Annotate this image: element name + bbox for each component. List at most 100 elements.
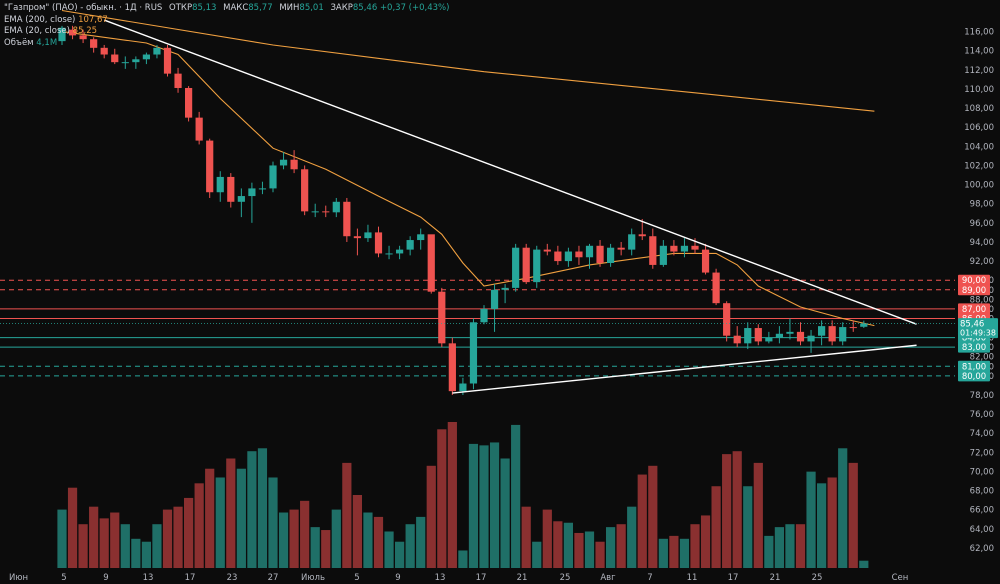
volume-bar [395, 541, 405, 568]
y-tick-label: 70,00 [970, 467, 994, 477]
candle-body [385, 253, 393, 255]
level-badge [958, 274, 990, 286]
candle [490, 284, 499, 332]
candle-body [701, 249, 710, 273]
y-tick-label: 78,00 [970, 391, 994, 401]
last-price-badge-bg [958, 318, 998, 339]
candle [818, 320, 826, 346]
candle [733, 326, 741, 348]
y-tick-label: 114,00 [964, 47, 994, 57]
candle [216, 171, 224, 202]
volume-label: Объём [4, 37, 34, 48]
candle-body [417, 234, 425, 241]
candle [585, 243, 594, 269]
candle-body [427, 234, 435, 292]
candle-body [332, 201, 340, 213]
candle [258, 181, 267, 195]
volume-bar [574, 532, 584, 568]
volume-bar [637, 474, 647, 568]
volume-bar [764, 535, 774, 568]
candle [670, 240, 678, 256]
time-axis[interactable]: Июн 5 9 13 17 23 27 Июль 5 9 13 17 21 25 Авг 7 11 17 21 25 С… [9, 573, 908, 583]
candle [512, 243, 520, 292]
volume-bar [67, 487, 78, 568]
x-tick-label: 25 [560, 573, 571, 583]
volume-bar [57, 509, 67, 568]
candle-body [607, 247, 615, 264]
candle-body [723, 303, 731, 336]
y-tick-label: 82,00 [970, 353, 994, 363]
candle-body [554, 251, 562, 262]
volume-bar [817, 483, 827, 568]
volume-bar [247, 451, 257, 568]
candle [638, 219, 646, 241]
volume-bar [563, 522, 573, 568]
volume-bar [205, 468, 215, 568]
volume-bar [99, 518, 109, 568]
volume-bar [848, 462, 858, 568]
candle-body [469, 322, 478, 384]
candle [364, 224, 372, 242]
candle-body [90, 39, 98, 48]
candle-body [754, 328, 762, 342]
candle-body [628, 234, 636, 250]
candle [206, 138, 214, 198]
candle-body [79, 35, 87, 40]
y-tick-label: 92,00 [970, 257, 994, 267]
volume-bar [584, 531, 595, 568]
volume-bar [342, 462, 352, 568]
candle-body [480, 308, 488, 323]
volume-bar [806, 471, 816, 568]
ema20-label: EMA (20, close) [4, 26, 70, 36]
candle-body [237, 196, 245, 202]
volume-bar [700, 515, 711, 568]
volume-bar [373, 516, 384, 568]
x-tick-label: 13 [143, 573, 154, 583]
candle [374, 226, 383, 258]
candle [79, 29, 87, 44]
volume-bar [542, 509, 552, 568]
volume-bar [152, 524, 162, 568]
candles [58, 25, 868, 395]
trendlines[interactable] [103, 19, 917, 394]
y-tick-label: 62,00 [970, 544, 994, 554]
legend-ema200-row[interactable]: EMA (200, close) 107,67 [4, 15, 449, 27]
candle [564, 247, 572, 267]
candle-body [406, 240, 414, 250]
volume-bar [827, 477, 837, 568]
legend-volume-row[interactable]: Объём 4,1M [4, 38, 449, 50]
volume-bar [110, 512, 120, 568]
volume-bar [711, 486, 721, 568]
level-badge [958, 360, 990, 372]
candle [807, 329, 815, 353]
volume-bar [131, 538, 141, 568]
candle-body [248, 188, 256, 197]
x-tick-label: Июн [9, 573, 28, 583]
candle-body [258, 188, 267, 190]
candle [712, 268, 720, 306]
x-tick-label: 5 [61, 573, 66, 583]
candle-body [216, 176, 224, 193]
candle [596, 240, 604, 267]
y-tick-label: 76,00 [970, 410, 994, 420]
y-tick-label: 100,00 [964, 181, 994, 191]
volume-bar [363, 512, 373, 568]
legend-ema20-row[interactable]: EMA (20, close) 85,25 [4, 26, 449, 38]
candle-body [448, 343, 456, 392]
candle-body [311, 211, 319, 213]
ema-lines [61, 9, 875, 327]
candle [723, 301, 731, 342]
candle [290, 150, 298, 174]
candle [163, 44, 172, 77]
candle-body [353, 236, 361, 239]
volume-bar [321, 530, 331, 568]
volume-bar [162, 509, 173, 568]
volume-bar [215, 477, 225, 568]
symbol-label[interactable]: "Газпром" (ПАО) - обыкн. · 1Д · RUS [4, 3, 163, 13]
volume-bar [648, 465, 658, 568]
y-tick-label: 108,00 [964, 104, 994, 114]
candle-body [459, 383, 467, 392]
candle-body [691, 245, 699, 250]
